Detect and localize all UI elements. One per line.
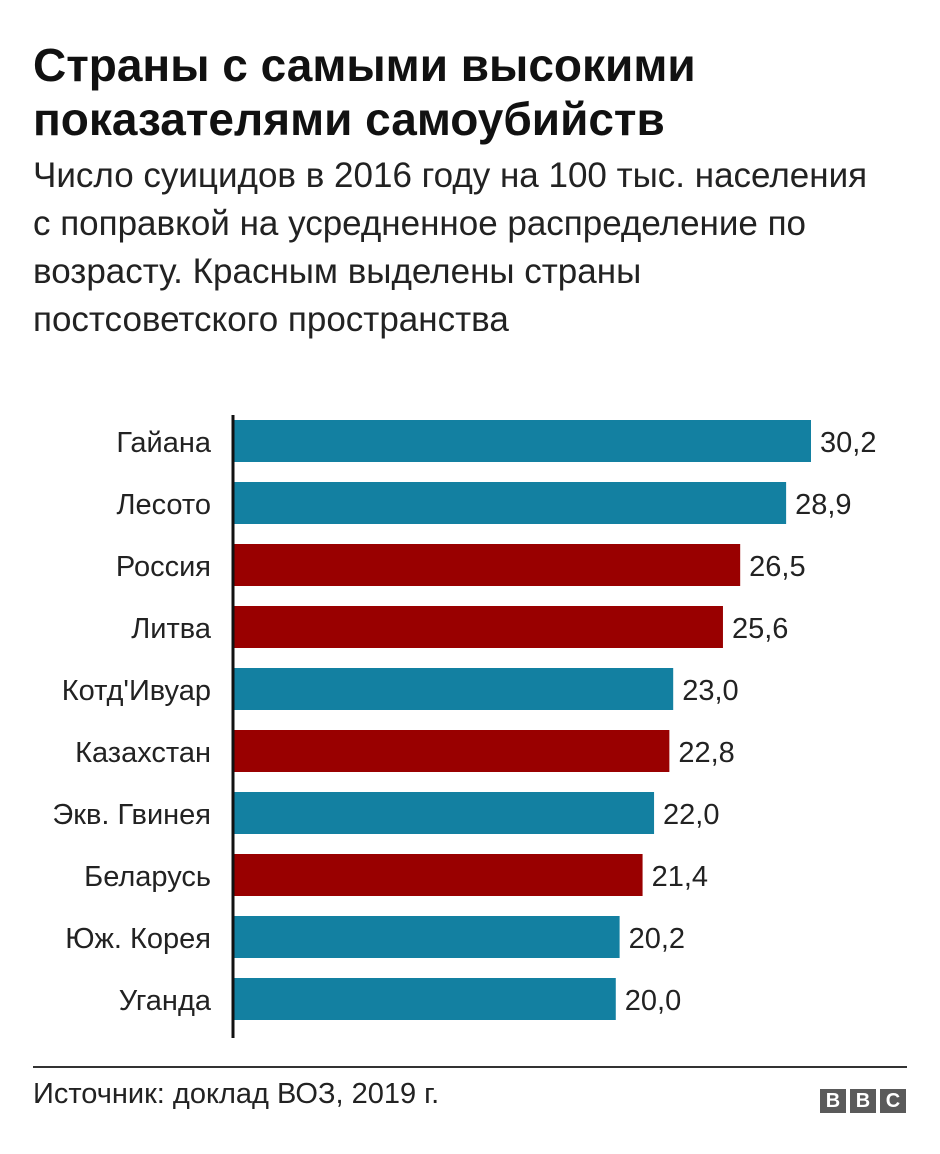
value-label: 22,0 — [663, 799, 719, 831]
category-label: Литва — [131, 613, 212, 645]
category-label: Юж. Корея — [65, 923, 211, 955]
value-label: 22,8 — [678, 737, 734, 769]
bar-1 — [233, 482, 787, 524]
category-label: Казахстан — [75, 737, 211, 769]
category-label: Гайана — [116, 427, 212, 459]
bar-9 — [233, 978, 616, 1020]
value-label: 23,0 — [682, 675, 738, 707]
value-label: 20,2 — [629, 923, 685, 955]
value-label: 26,5 — [749, 551, 805, 583]
bar-3 — [233, 606, 723, 648]
bar-0 — [233, 420, 811, 462]
bar-2 — [233, 544, 741, 586]
value-label: 20,0 — [625, 985, 681, 1017]
bar-4 — [233, 668, 674, 710]
category-label: Уганда — [119, 985, 212, 1017]
category-label: Россия — [116, 551, 211, 583]
category-label: Котд'Ивуар — [62, 675, 211, 707]
bar-5 — [233, 730, 670, 772]
category-label: Экв. Гвинея — [52, 799, 211, 831]
category-label: Лесото — [116, 489, 211, 521]
value-label: 21,4 — [652, 861, 708, 893]
value-label: 25,6 — [732, 613, 788, 645]
source-note: Источник: доклад ВОЗ, 2019 г. — [33, 1078, 440, 1110]
value-label: 28,9 — [795, 489, 851, 521]
bbc-logo-letter: C — [880, 1089, 906, 1113]
bar-6 — [233, 792, 655, 834]
bbc-logo-letter: B — [850, 1089, 876, 1113]
bbc-logo-letter: B — [820, 1089, 846, 1113]
chart-subtitle: Число суицидов в 2016 году на 100 тыс. н… — [33, 156, 868, 339]
bar-7 — [233, 854, 643, 896]
footer-divider — [33, 1066, 907, 1068]
bar-8 — [233, 916, 620, 958]
chart-title: Страны с самыми высокими показателями са… — [33, 39, 696, 145]
value-label: 30,2 — [820, 427, 876, 459]
bbc-logo: B B C — [820, 1089, 906, 1113]
category-label: Беларусь — [84, 861, 211, 893]
